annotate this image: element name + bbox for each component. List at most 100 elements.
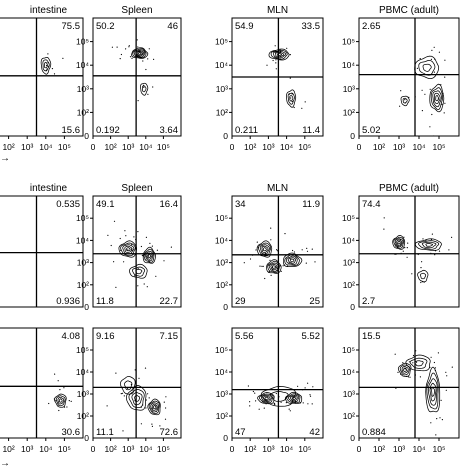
x-axis-arrow: →	[0, 458, 10, 469]
plot-area	[40, 53, 64, 75]
contour-line	[392, 235, 406, 250]
event-dot	[151, 245, 153, 247]
event-dot	[280, 56, 282, 58]
event-dot	[155, 410, 157, 413]
event-dot	[70, 400, 72, 402]
x-tick-label: 10⁴	[39, 142, 52, 152]
event-dot	[383, 228, 385, 230]
event-dot	[304, 387, 306, 389]
quadrant-ur-value: 46	[167, 21, 178, 32]
panel-frame	[231, 195, 324, 308]
event-dot	[445, 389, 447, 391]
x-tick-label: 10³	[393, 444, 405, 454]
x-tick-label: 10⁴	[39, 444, 52, 454]
event-dot	[430, 356, 432, 358]
event-dot	[262, 400, 264, 402]
quadrant-ll-value: 47	[235, 427, 246, 438]
event-dot	[295, 255, 297, 257]
event-dot	[396, 246, 399, 248]
event-dot	[258, 408, 260, 410]
event-dot	[128, 46, 130, 48]
quadrant-lr-value: 42	[309, 427, 320, 438]
event-dot	[264, 252, 266, 254]
contour-line	[151, 403, 158, 411]
event-dot	[275, 59, 277, 61]
event-dot	[275, 271, 277, 273]
event-dot	[275, 62, 277, 64]
panel-title: Spleen	[121, 5, 152, 16]
event-dot	[400, 90, 402, 92]
contour-line	[260, 386, 297, 407]
event-dot	[291, 100, 293, 103]
event-dot	[286, 47, 288, 49]
event-dot	[159, 425, 161, 427]
panel-r1-c1: intestine 75.5 15.6 10² 10³ 10⁴ 10⁵	[0, 5, 84, 152]
event-dot	[293, 106, 295, 109]
y-tick-label: 10⁵	[215, 37, 228, 47]
contour-line	[405, 354, 431, 372]
contour-line	[148, 400, 160, 414]
event-dot	[144, 258, 146, 260]
event-dot	[51, 68, 54, 70]
event-dot	[279, 51, 281, 53]
y-tick-label: 10⁴	[342, 235, 355, 245]
quadrant-ll-value: 2.7	[362, 296, 375, 307]
panel-frame	[358, 17, 460, 137]
event-dot	[397, 371, 399, 373]
panel-frame	[0, 17, 84, 137]
event-dot	[147, 93, 149, 95]
event-dot	[63, 387, 65, 389]
y-tick-label: 10⁵	[76, 345, 89, 355]
event-dot	[276, 268, 278, 270]
quadrant-ul-value: 34	[235, 199, 246, 210]
contour-line	[42, 59, 50, 72]
x-tick-label: 10⁵	[58, 142, 71, 152]
y-tick-label: 10²	[77, 280, 89, 290]
event-dot	[446, 375, 448, 377]
event-dot	[144, 367, 147, 369]
contour-line	[138, 52, 142, 55]
y-tick-label: 0	[84, 302, 89, 312]
event-dot	[383, 217, 385, 219]
x-tick-label: 0	[91, 142, 96, 152]
event-dot	[437, 352, 439, 354]
contour-line	[268, 262, 279, 272]
event-dot	[441, 103, 443, 105]
event-dot	[140, 423, 142, 425]
quadrant-ul-value: 5.56	[235, 331, 254, 342]
x-tick-label: 10⁵	[298, 142, 311, 152]
event-dot	[130, 248, 133, 250]
event-dot	[165, 396, 167, 398]
contour-line	[263, 247, 267, 252]
event-dot	[47, 53, 49, 55]
event-dot	[134, 275, 136, 277]
y-tick-label: 10²	[216, 411, 228, 421]
contour-line	[285, 255, 298, 265]
contour-line	[264, 396, 269, 400]
plot-area	[106, 367, 167, 432]
event-dot	[412, 354, 415, 357]
contour-line	[270, 264, 278, 271]
contour-line	[397, 362, 412, 377]
contour-line	[144, 250, 154, 262]
contour-line	[286, 89, 297, 108]
x-tick-label: 0	[91, 444, 96, 454]
panel-r1-c3: MLN 54.9 33.5 0.211 11.4 10² 10³ 10⁴ 10⁵ 00 10² 10³…	[215, 5, 324, 152]
panel-frame	[358, 195, 460, 308]
y-tick-label: 10⁵	[342, 213, 355, 223]
y-tick-label: 10³	[77, 389, 89, 399]
event-dot	[411, 273, 413, 275]
event-dot	[309, 395, 312, 397]
event-dot	[47, 65, 50, 67]
event-dot	[434, 250, 437, 252]
event-dot	[249, 405, 251, 407]
event-dot	[404, 247, 406, 249]
event-dot	[412, 362, 414, 364]
event-dot	[400, 370, 402, 372]
panel-r1-c4: PBMC (adult) 2.65 5.02 10² 10³ 10⁴ 10⁵ 00 10² 10³…	[342, 5, 460, 152]
contour-line	[287, 92, 295, 105]
contour-line	[409, 357, 428, 369]
event-dot	[137, 231, 139, 233]
y-tick-label: 10³	[216, 84, 228, 94]
contour-line	[57, 396, 65, 405]
